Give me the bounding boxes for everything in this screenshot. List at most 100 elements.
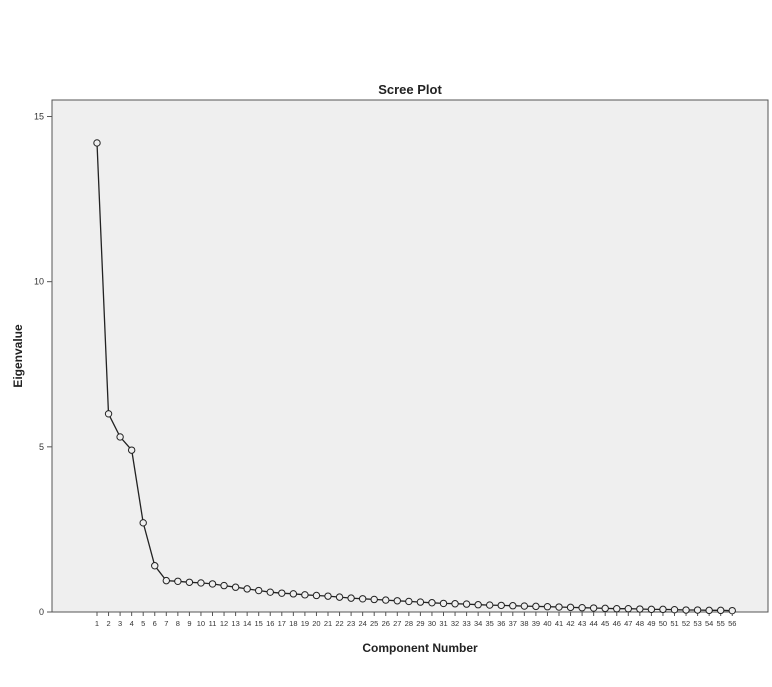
x-tick-label: 43 <box>578 619 586 628</box>
x-tick-label: 55 <box>717 619 725 628</box>
x-tick-label: 33 <box>462 619 470 628</box>
data-point <box>174 577 182 585</box>
data-point <box>197 579 205 587</box>
data-point <box>416 598 425 606</box>
data-point <box>589 604 598 612</box>
data-point <box>220 581 228 590</box>
data-point <box>93 139 101 147</box>
x-axis-ticks: 1 2 3 4 5 6 7 8 9 10 11 12 13 14 15 16 17 18 19 20 21 22 23 24 2… <box>95 612 736 628</box>
x-tick-label: 18 <box>289 619 297 628</box>
x-tick-label: 8 <box>176 619 180 628</box>
y-tick-label: 15 <box>34 112 44 122</box>
data-point <box>301 591 309 599</box>
y-axis-ticks: 0 5 10 15 <box>34 112 52 617</box>
data-point <box>670 605 679 614</box>
data-point <box>312 591 321 600</box>
data-point <box>439 599 448 608</box>
x-tick-label: 2 <box>106 619 110 628</box>
data-point <box>127 446 136 454</box>
data-point <box>566 603 575 612</box>
data-point <box>486 601 494 609</box>
x-tick-label: 41 <box>555 619 563 628</box>
x-tick-label: 47 <box>624 619 632 628</box>
data-point <box>728 606 736 615</box>
data-point <box>382 596 390 604</box>
x-axis-label: Component Number <box>362 641 478 655</box>
x-tick-label: 32 <box>451 619 459 628</box>
data-point <box>185 578 194 586</box>
x-tick-label: 51 <box>670 619 678 628</box>
data-point <box>543 603 552 611</box>
data-point <box>578 604 586 612</box>
data-point <box>162 576 171 585</box>
data-point <box>104 410 113 418</box>
data-point <box>243 585 251 593</box>
eigenvalue-series <box>93 139 736 615</box>
data-point <box>717 606 725 615</box>
x-tick-label: 5 <box>141 619 145 628</box>
x-tick-label: 42 <box>566 619 574 628</box>
data-point <box>428 599 436 607</box>
data-point <box>509 602 517 610</box>
data-point <box>532 602 540 611</box>
data-point <box>451 600 459 608</box>
data-point <box>705 606 713 615</box>
x-tick-label: 30 <box>428 619 436 628</box>
data-point <box>266 588 274 596</box>
data-point <box>462 600 471 608</box>
data-point <box>497 601 505 610</box>
x-tick-label: 38 <box>520 619 528 628</box>
x-tick-label: 52 <box>682 619 690 628</box>
x-tick-label: 11 <box>209 619 217 628</box>
data-point <box>335 593 344 601</box>
data-point <box>624 604 632 613</box>
data-point <box>231 583 240 591</box>
data-point <box>255 586 263 595</box>
x-tick-label: 17 <box>278 619 286 628</box>
data-point <box>370 595 378 604</box>
chart-title: Scree Plot <box>378 82 442 97</box>
x-tick-label: 23 <box>347 619 355 628</box>
x-tick-label: 35 <box>486 619 494 628</box>
data-point <box>405 597 413 606</box>
x-tick-label: 29 <box>416 619 424 628</box>
x-tick-label: 9 <box>187 619 191 628</box>
x-tick-label: 22 <box>335 619 343 628</box>
x-tick-label: 14 <box>243 619 251 628</box>
data-point <box>613 604 621 613</box>
x-tick-label: 10 <box>197 619 205 628</box>
y-tick-label: 5 <box>39 442 44 452</box>
data-point <box>647 605 656 614</box>
x-tick-label: 7 <box>164 619 168 628</box>
x-tick-label: 45 <box>601 619 609 628</box>
x-tick-label: 28 <box>405 619 413 628</box>
x-tick-label: 46 <box>613 619 621 628</box>
x-tick-label: 53 <box>693 619 701 628</box>
data-point <box>139 519 147 527</box>
y-tick-label: 10 <box>34 277 44 287</box>
data-point <box>358 595 367 603</box>
data-point <box>116 433 124 441</box>
x-tick-label: 20 <box>312 619 320 628</box>
data-point <box>347 594 355 602</box>
x-tick-label: 40 <box>543 619 551 628</box>
x-tick-label: 3 <box>118 619 122 628</box>
y-tick-label: 0 <box>39 607 44 617</box>
data-point <box>324 592 332 600</box>
data-point <box>555 603 563 611</box>
x-tick-label: 56 <box>728 619 736 628</box>
x-tick-label: 54 <box>705 619 713 628</box>
data-point <box>636 605 644 613</box>
x-tick-label: 34 <box>474 619 482 628</box>
data-point <box>474 601 482 609</box>
x-tick-label: 6 <box>153 619 157 628</box>
data-point <box>278 589 286 597</box>
x-tick-label: 15 <box>255 619 263 628</box>
x-tick-label: 37 <box>509 619 517 628</box>
data-point <box>289 590 298 598</box>
x-tick-label: 21 <box>324 619 332 628</box>
y-axis-label: Eigenvalue <box>11 324 25 388</box>
x-tick-label: 24 <box>358 619 366 628</box>
plot-area <box>51 99 769 613</box>
